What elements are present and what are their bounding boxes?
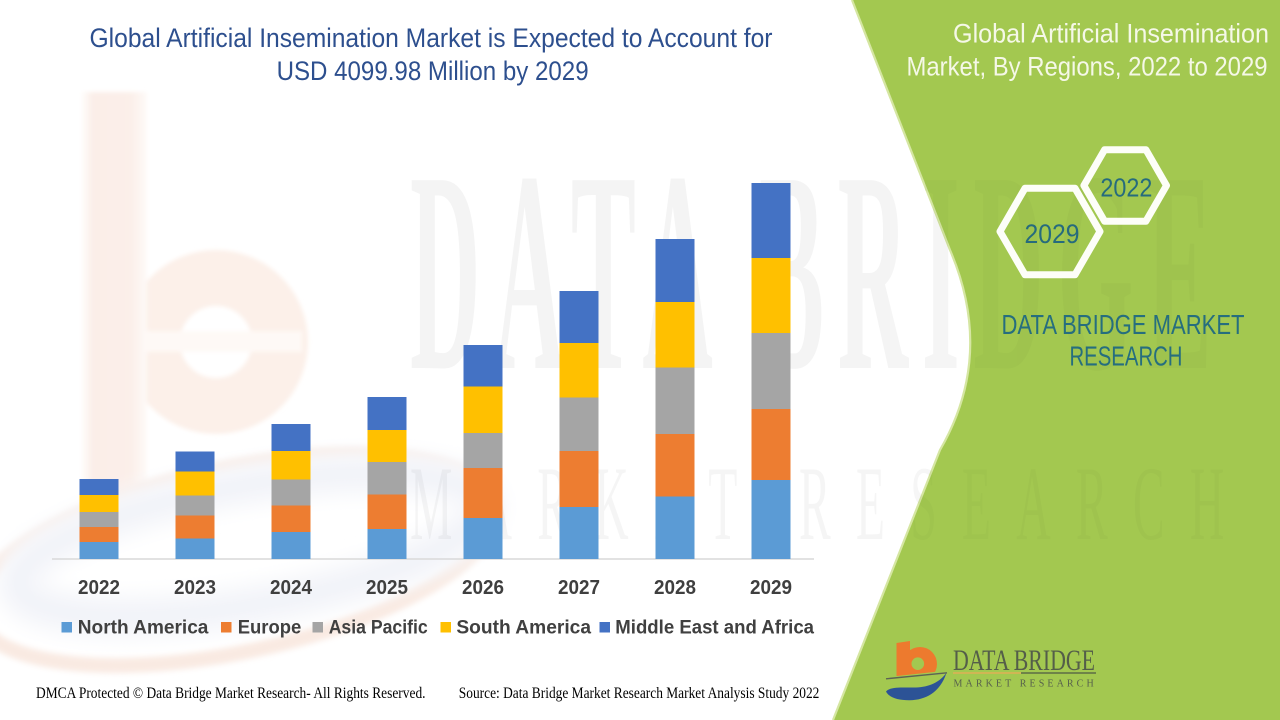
svg-text:2023: 2023 [174, 577, 216, 599]
svg-text:Middle East and Africa: Middle East and Africa [615, 618, 814, 639]
svg-text:Market, By Regions, 2022 to 20: Market, By Regions, 2022 to 2029 [907, 52, 1268, 82]
svg-text:DMCA Protected © Data Bridge M: DMCA Protected © Data Bridge Market Rese… [36, 685, 426, 702]
svg-text:2027: 2027 [558, 577, 600, 599]
svg-text:2022: 2022 [78, 577, 120, 599]
svg-text:2022: 2022 [1100, 174, 1152, 202]
svg-text:USD 4099.98 Million by 2029: USD 4099.98 Million by 2029 [277, 56, 589, 86]
svg-text:Europe: Europe [238, 618, 302, 639]
svg-text:Global Artificial Insemination: Global Artificial Insemination [953, 19, 1269, 49]
svg-text:South America: South America [456, 618, 591, 639]
svg-text:2024: 2024 [270, 577, 313, 599]
svg-text:2028: 2028 [654, 577, 696, 599]
svg-text:Asia Pacific: Asia Pacific [329, 618, 428, 639]
svg-text:Source: Data Bridge Market Res: Source: Data Bridge Market Research Mark… [459, 685, 820, 702]
svg-text:2029: 2029 [1025, 219, 1080, 249]
svg-text:MARKET RESEARCH: MARKET RESEARCH [954, 679, 1097, 690]
svg-text:DATA BRIDGE: DATA BRIDGE [953, 644, 1095, 677]
svg-text:Global Artificial Insemination: Global Artificial Insemination Market is… [90, 23, 773, 53]
svg-text:DATA BRIDGE MARKET: DATA BRIDGE MARKET [1002, 309, 1245, 340]
svg-text:RESEARCH: RESEARCH [1070, 340, 1183, 371]
svg-text:North America: North America [78, 618, 209, 639]
svg-text:2026: 2026 [462, 577, 504, 599]
svg-text:2025: 2025 [366, 577, 408, 599]
svg-text:2029: 2029 [750, 577, 792, 599]
